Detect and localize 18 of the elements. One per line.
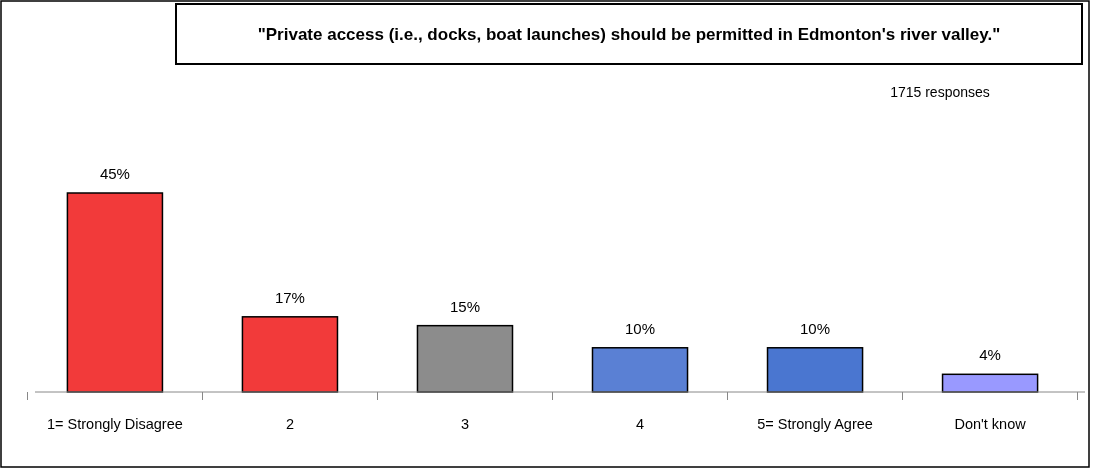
x-tick-label: 5= Strongly Agree [757, 416, 873, 432]
x-tick-label: 3 [460, 416, 470, 432]
chart-title: "Private access (i.e., docks, boat launches) should be permitted in Edmonton's river valley." [257, 25, 1001, 44]
x-tick-label: 2 [285, 416, 294, 432]
x-tick-label: Don't know [954, 416, 1027, 432]
data-label: 17% [274, 288, 305, 306]
bar [241, 316, 339, 393]
x-tick-label: 4 [635, 416, 645, 432]
bar [591, 347, 689, 393]
bar [766, 347, 864, 393]
data-label: 10% [800, 319, 831, 337]
data-label: 10% [625, 319, 656, 337]
x-tick-label: 1= Strongly Disagree [47, 416, 183, 432]
data-label: 45% [99, 165, 130, 182]
data-label: 15% [449, 297, 480, 315]
bar [66, 192, 164, 393]
text: 1715 responses [890, 84, 990, 100]
data-label: 4% [979, 346, 1001, 364]
